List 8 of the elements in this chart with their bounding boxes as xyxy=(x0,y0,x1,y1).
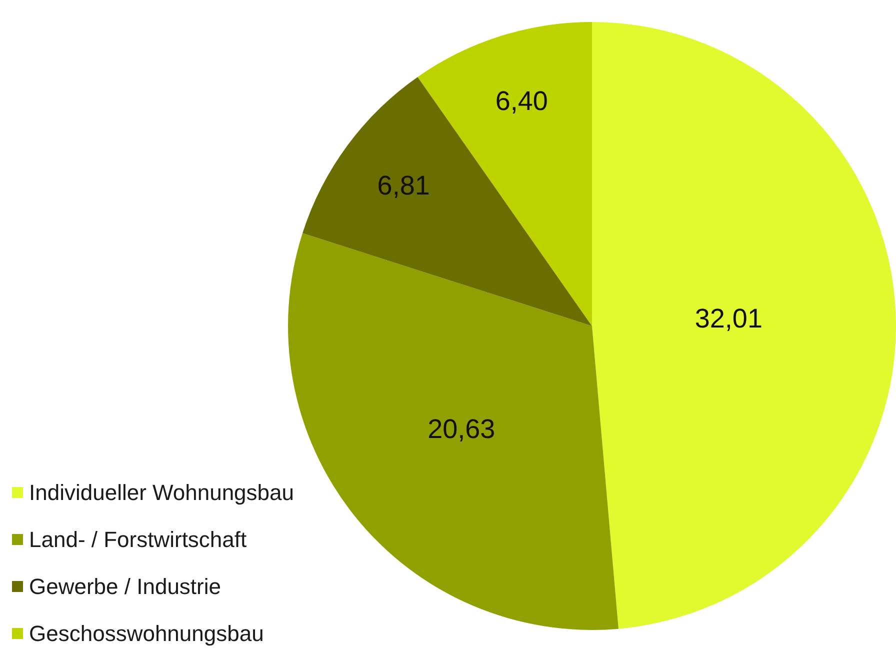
legend-label: Geschosswohnungsbau xyxy=(29,620,264,646)
legend-label: Land- / Forstwirtschaft xyxy=(29,526,247,552)
legend-label: Individueller Wohnungsbau xyxy=(29,480,294,504)
data-label: 6,40 xyxy=(495,86,548,116)
data-label: 20,63 xyxy=(428,414,496,444)
legend-label: Gewerbe / Industrie xyxy=(29,574,221,598)
data-label: 6,81 xyxy=(377,170,430,201)
data-label: 32,01 xyxy=(694,303,762,334)
